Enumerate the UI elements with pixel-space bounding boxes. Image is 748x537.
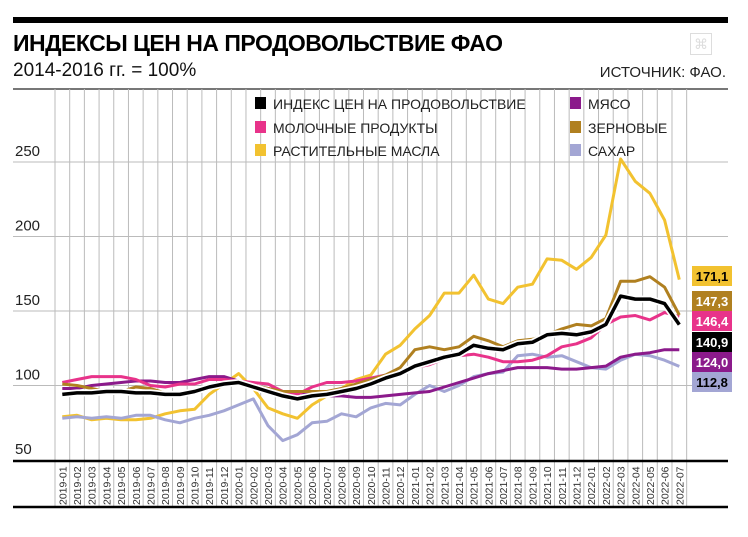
y-tick-label: 250 xyxy=(15,143,40,160)
x-tick-label: 2019-06 xyxy=(131,466,143,505)
end-label: 147,3 xyxy=(696,294,729,309)
legend-label: САХАР xyxy=(588,143,635,159)
legend-label: ЗЕРНОВЫЕ xyxy=(588,120,667,136)
legend-label: РАСТИТЕЛЬНЫЕ МАСЛА xyxy=(273,143,440,159)
x-tick-label: 2021-09 xyxy=(527,466,539,505)
x-tick-label: 2019-07 xyxy=(145,466,157,505)
x-tick-label: 2020-07 xyxy=(322,466,334,505)
chart-title: ИНДЕКСЫ ЦЕН НА ПРОДОВОЛЬСТВИЕ ФАО xyxy=(13,30,503,56)
y-tick-label: 100 xyxy=(15,367,40,384)
legend-swatch xyxy=(570,121,581,133)
x-tick-label: 2019-10 xyxy=(190,466,202,505)
x-tick-label: 2021-05 xyxy=(469,466,481,505)
legend-swatch xyxy=(570,97,581,109)
x-tick-label: 2019-09 xyxy=(175,466,187,505)
series-line xyxy=(62,294,681,401)
x-tick-label: 2021-03 xyxy=(439,466,451,505)
source-note: ИСТОЧНИК: ФАО. xyxy=(599,64,726,81)
x-tick-label: 2022-04 xyxy=(630,466,642,505)
chart-subtitle: 2014-2016 гг. = 100% xyxy=(13,60,197,81)
end-label: 140,9 xyxy=(696,335,729,350)
x-tick-label: 2021-07 xyxy=(498,466,510,505)
x-tick-label: 2020-06 xyxy=(307,466,319,505)
x-tick-label: 2019-04 xyxy=(101,466,113,505)
x-tick-label: 2022-05 xyxy=(645,466,657,505)
end-label-box xyxy=(692,372,732,392)
x-tick-label: 2021-06 xyxy=(483,466,495,505)
legend-swatch xyxy=(570,144,581,156)
x-tick-label: 2021-04 xyxy=(454,466,466,505)
legend-swatch xyxy=(255,121,266,133)
x-tick-label: 2021-12 xyxy=(571,466,583,505)
end-label-box xyxy=(692,352,732,372)
legend-swatch xyxy=(255,97,266,109)
x-tick-label: 2020-02 xyxy=(248,466,260,505)
x-tick-label: 2020-11 xyxy=(381,467,393,505)
end-label-box xyxy=(692,291,732,311)
x-tick-label: 2020-03 xyxy=(263,466,275,505)
x-tick-label: 2022-06 xyxy=(660,466,672,505)
x-tick-label: 2019-11 xyxy=(204,467,216,505)
x-tick-label: 2022-01 xyxy=(586,466,598,505)
x-tick-label: 2020-08 xyxy=(336,466,348,505)
x-tick-label: 2020-01 xyxy=(234,466,246,505)
end-label: 124,0 xyxy=(696,355,729,370)
legend-label: МОЛОЧНЫЕ ПРОДУКТЫ xyxy=(273,120,438,136)
x-tick-label: 2019-08 xyxy=(160,466,172,505)
y-tick-label: 200 xyxy=(15,218,40,235)
end-label: 112,8 xyxy=(696,375,728,390)
x-tick-label: 2019-03 xyxy=(87,466,99,505)
logo-icon: ⌘ xyxy=(690,33,712,55)
end-label: 171,1 xyxy=(696,269,729,284)
legend-label: ИНДЕКС ЦЕН НА ПРОДОВОЛЬСТВИЕ xyxy=(273,96,526,112)
legend-swatch xyxy=(255,144,266,156)
x-tick-label: 2019-05 xyxy=(116,466,128,505)
end-label-box xyxy=(692,311,732,331)
x-tick-label: 2020-05 xyxy=(292,466,304,505)
x-tick-label: 2019-12 xyxy=(219,466,231,505)
x-tick-label: 2021-10 xyxy=(542,466,554,505)
y-tick-label: 50 xyxy=(15,441,32,458)
x-tick-label: 2020-12 xyxy=(395,466,407,505)
x-tick-label: 2021-08 xyxy=(513,466,525,505)
y-tick-label: 150 xyxy=(15,292,40,309)
x-tick-label: 2020-09 xyxy=(351,466,363,505)
x-tick-label: 2022-07 xyxy=(674,466,686,505)
x-tick-label: 2019-02 xyxy=(72,466,84,505)
x-tick-label: 2022-03 xyxy=(616,466,628,505)
end-label-box xyxy=(692,332,732,352)
x-tick-label: 2021-01 xyxy=(410,466,422,505)
legend-label: МЯСО xyxy=(588,96,631,112)
x-tick-label: 2022-02 xyxy=(601,466,613,505)
x-tick-label: 2020-04 xyxy=(278,466,290,505)
x-tick-label: 2019-01 xyxy=(57,466,69,505)
end-label: 146,4 xyxy=(696,314,729,329)
x-tick-label: 2021-02 xyxy=(425,466,437,505)
end-label-box xyxy=(692,266,732,286)
x-tick-label: 2020-10 xyxy=(366,466,378,505)
x-tick-label: 2021-11 xyxy=(557,467,569,505)
top-rule xyxy=(13,17,728,23)
